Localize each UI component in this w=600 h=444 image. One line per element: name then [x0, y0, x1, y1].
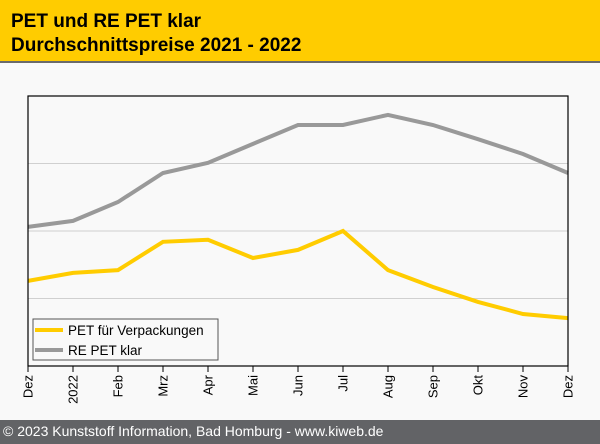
x-tick-label: 2022 [66, 375, 81, 404]
copyright-text: © 2023 Kunststoff Information, Bad Hombu… [3, 423, 384, 439]
x-tick-label: Aug [381, 375, 396, 398]
legend-label: PET für Verpackungen [68, 323, 204, 338]
x-tick-label: Mrz [156, 375, 171, 397]
x-tick-label: Feb [111, 375, 126, 397]
legend-label: RE PET klar [68, 343, 143, 358]
footer-bar: © 2023 Kunststoff Information, Bad Hombu… [0, 420, 600, 444]
legend [32, 318, 219, 361]
x-tick-label: Jul [336, 375, 351, 392]
x-tick-label: Jun [291, 375, 306, 396]
x-tick-label: Mai [246, 375, 261, 396]
x-tick-label: Nov [516, 375, 531, 399]
x-tick-label: Dez [21, 375, 36, 398]
series-line-pet [27, 228, 569, 321]
series-line-re-pet [27, 112, 569, 229]
x-tick-label: Sep [426, 375, 441, 398]
chart-title-line2: Durchschnittspreise 2021 - 2022 [11, 35, 302, 56]
chart-title-line1: PET und RE PET klar [11, 11, 202, 32]
x-tick-label: Okt [471, 375, 486, 396]
header-banner: PET und RE PET klar Durchschnittspreise … [0, 0, 600, 63]
x-tick-label: Apr [201, 374, 216, 395]
x-tick-label: Dez [561, 375, 576, 398]
